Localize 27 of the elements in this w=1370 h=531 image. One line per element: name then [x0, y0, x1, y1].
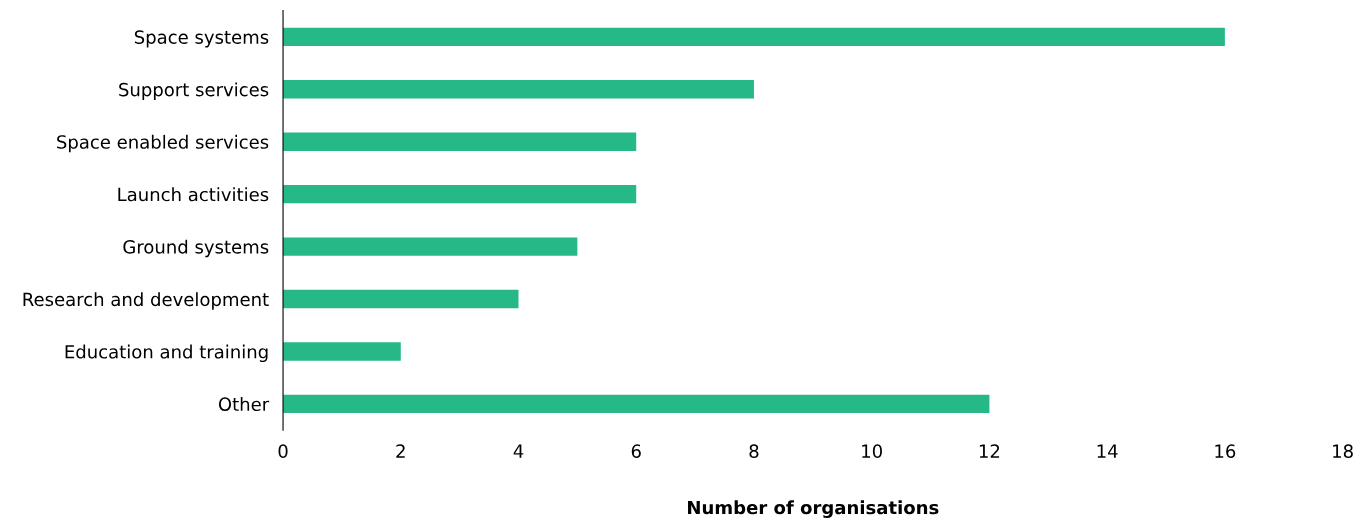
- x-tick-label: 10: [862, 444, 882, 458]
- bar: [283, 27, 1225, 47]
- y-tick-label: Education and training: [65, 344, 268, 363]
- y-tick-label: Other: [218, 397, 270, 412]
- bar: [283, 132, 637, 151]
- bar: [283, 80, 754, 99]
- x-tick-label: 18: [1333, 444, 1353, 458]
- x-tick-label: 8: [749, 444, 759, 458]
- x-tick-label: 2: [396, 444, 405, 458]
- x-tick-label: 6: [631, 444, 641, 458]
- x-tick-label: 16: [1215, 444, 1236, 458]
- y-tick-label: Space enabled services: [57, 134, 269, 153]
- x-tick-label: 0: [278, 444, 288, 458]
- bar: [283, 237, 578, 256]
- y-tick-label: Space systems: [134, 30, 269, 48]
- bar: [283, 394, 990, 414]
- bar: [283, 342, 401, 361]
- y-tick-label: Support services: [119, 82, 269, 100]
- x-tick-label: 4: [513, 444, 524, 458]
- x-axis-title: Number of organisations: [688, 500, 939, 518]
- y-tick-label: Launch activities: [118, 187, 269, 202]
- y-tick-label: Ground systems: [123, 239, 269, 258]
- bar: [283, 289, 519, 309]
- y-tick-label: Research and development: [23, 292, 269, 310]
- x-tick-label: 12: [979, 444, 1000, 458]
- x-tick-label: 14: [1097, 444, 1118, 458]
- bar: [283, 184, 637, 204]
